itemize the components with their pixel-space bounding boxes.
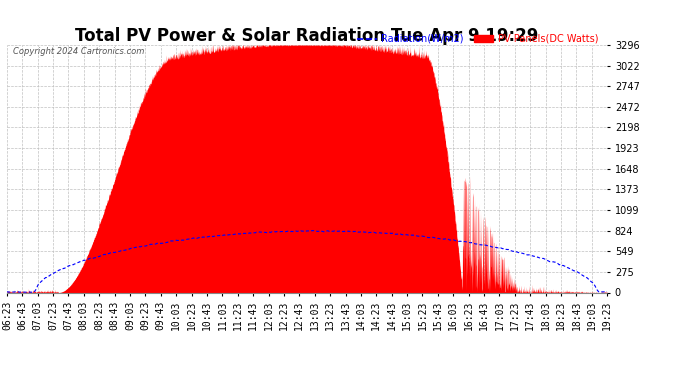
Title: Total PV Power & Solar Radiation Tue Apr 9 19:29: Total PV Power & Solar Radiation Tue Apr… [75,27,539,45]
Legend: Radiation(W/m2), PV Panels(DC Watts): Radiation(W/m2), PV Panels(DC Watts) [353,30,602,48]
Text: Copyright 2024 Cartronics.com: Copyright 2024 Cartronics.com [13,48,144,57]
